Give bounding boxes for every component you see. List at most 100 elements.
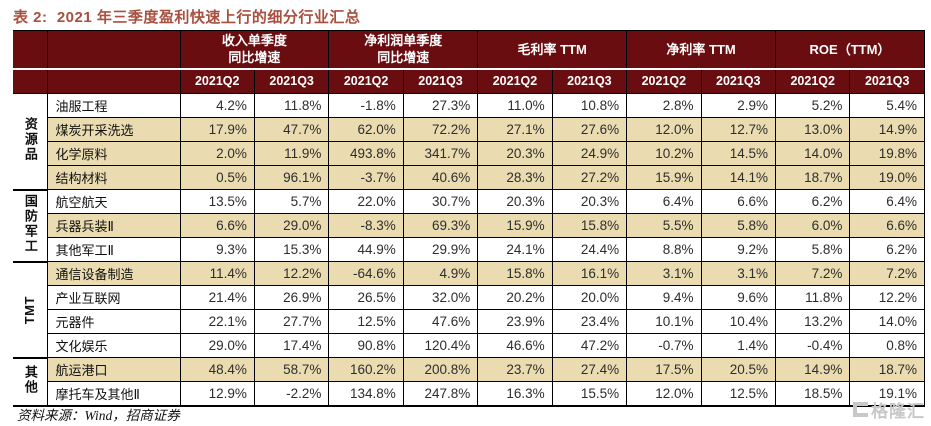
value-cell: 2.0% [179,141,255,166]
gelonghui-watermark: 格隆汇 [853,397,925,422]
value-cell: 27.1% [477,117,553,142]
value-cell: 12.9% [179,381,255,406]
value-cell: 0.8% [849,333,925,358]
value-cell: 200.8% [402,357,479,382]
value-cell: 62.0% [328,117,404,142]
subheader-quarter: 2021Q2 [328,68,404,94]
gelonghui-logo-icon [853,402,868,417]
value-cell: 5.8% [774,237,851,262]
value-cell: 12.7% [700,117,777,142]
value-cell: 18.7% [774,165,851,190]
value-cell: 20.3% [477,189,553,214]
value-cell: 10.4% [700,309,777,334]
value-cell: 20.3% [477,141,553,166]
subheader-quarter: 2021Q3 [253,68,330,94]
value-cell: 44.9% [328,237,404,262]
column-group-roe: ROE（TTM） [775,30,925,70]
value-cell: 24.9% [551,141,628,166]
value-cell: 9.2% [700,237,777,262]
industry-name: 其他军工Ⅱ [46,237,181,262]
value-cell: 22.1% [179,309,255,334]
value-cell: 10.8% [551,93,628,118]
value-cell: 20.5% [700,357,777,382]
table-row: 其他 航运港口 48.4% 58.7% 160.2% 200.8% 23.7% 27.4% 17… [13,356,925,406]
value-cell: 12.2% [253,261,330,286]
value-cell: 6.4% [849,189,925,214]
value-cell: 15.8% [477,261,553,286]
sector-group-label: 国防军工 [22,194,38,254]
value-cell: 341.7% [402,141,479,166]
value-cell: 12.2% [849,285,925,310]
corner-cell [13,30,48,70]
column-group-label: 同比增速 [377,50,430,66]
value-cell: 15.3% [253,237,330,262]
value-cell: 16.1% [551,261,628,286]
value-cell: 493.8% [328,141,404,166]
sector-group-cell: TMT [13,260,48,358]
table-row: 煤炭开采洗选 17.9% 47.7% 62.0% 72.2% 27.1% 27.6% 12.0… [13,117,925,142]
table-row: 结构材料 0.5% 96.1% -3.7% 40.6% 28.3% 27.2% 15.9% 14… [13,165,925,190]
industry-name: 文化娱乐 [46,333,181,358]
value-cell: 6.2% [849,237,925,262]
value-cell: 28.3% [477,165,553,190]
corner-cell [46,30,181,70]
value-cell: 134.8% [328,381,404,406]
value-cell: 72.2% [402,117,479,142]
value-cell: 11.8% [774,285,851,310]
value-cell: 26.9% [253,285,330,310]
value-cell: 27.6% [551,117,628,142]
table-row: TMT 通信设备制造 11.4% 12.2% -64.6% 4.9% 15.8% 16.1% 3… [13,260,925,358]
industry-name: 油服工程 [46,93,181,118]
value-cell: 8.8% [626,237,702,262]
subheader-quarter: 2021Q2 [477,68,553,94]
industry-name: 摩托车及其他Ⅱ [46,381,181,406]
value-cell: 20.2% [477,285,553,310]
value-cell: 24.4% [551,237,628,262]
column-group-label: 同比增速 [228,50,281,66]
sector-group-cell: 资源品 [13,93,48,190]
value-cell: 13.0% [774,117,851,142]
value-cell: 2.8% [626,93,702,118]
value-cell: 19.0% [849,165,925,190]
subheader-quarter: 2021Q3 [551,68,628,94]
subheader-quarter: 2021Q2 [179,68,255,94]
table-row: 摩托车及其他Ⅱ 12.9% -2.2% 134.8% 247.8% 16.3% 15.5% 1… [13,381,925,406]
value-cell: -0.7% [626,333,702,358]
value-cell: 27.2% [551,165,628,190]
value-cell: 12.5% [700,381,777,406]
value-cell: 30.7% [402,189,479,214]
industry-summary-table: 收入单季度 同比增速 净利润单季度 同比增速 毛利率 TTM 净利率 TTM R… [13,30,925,407]
value-cell: 11.9% [253,141,330,166]
value-cell: 6.6% [179,213,255,238]
value-cell: 6.6% [700,189,777,214]
value-cell: 3.1% [700,261,777,286]
value-cell: 11.8% [253,93,330,118]
value-cell: -8.3% [328,213,404,238]
value-cell: 3.1% [626,261,702,286]
value-cell: 15.9% [626,165,702,190]
value-cell: 5.7% [253,189,330,214]
industry-name: 通信设备制造 [46,261,181,286]
value-cell: 0.5% [179,165,255,190]
value-cell: 47.6% [402,309,479,334]
value-cell: 14.9% [849,117,925,142]
table-title: 表 2: 2021 年三季度盈利快速上行的细分行业汇总 [13,9,361,26]
industry-name: 化学原料 [46,141,181,166]
sector-group-cell: 国防军工 [13,188,48,262]
header-quarter-row: 2021Q2 2021Q3 2021Q2 2021Q3 2021Q2 2021Q… [13,68,925,94]
value-cell: 7.2% [774,261,851,286]
table-body: 资源品 油服工程 4.2% 11.8% -1.8% 27.3% 11.0% 10.8% 2.8%… [13,93,925,406]
value-cell: 15.5% [551,381,628,406]
value-cell: 5.5% [626,213,702,238]
value-cell: 20.3% [551,189,628,214]
value-cell: 22.0% [328,189,404,214]
column-group-label: 净利润单季度 [364,33,443,49]
value-cell: 17.5% [626,357,702,382]
value-cell: 15.8% [551,213,628,238]
value-cell: 23.4% [551,309,628,334]
value-cell: 12.0% [626,381,702,406]
industry-name: 航空航天 [46,189,181,214]
value-cell: 29.9% [402,237,479,262]
value-cell: 14.1% [700,165,777,190]
